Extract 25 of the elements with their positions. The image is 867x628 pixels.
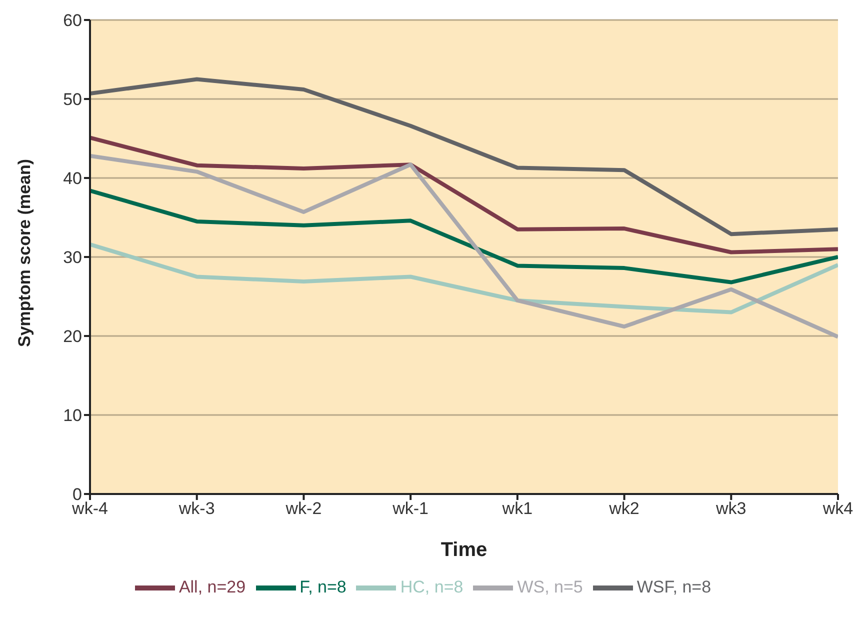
y-tick-label: 10 [63,406,82,426]
y-tick-label: 30 [63,248,82,268]
y-axis-title: Symptom score (mean) [15,159,34,347]
x-tick-label: wk4 [822,499,854,518]
x-tick-label: wk-3 [178,499,215,518]
line-series [90,136,838,254]
x-tick-label: wk1 [501,499,533,518]
legend-label: WSF, n=8 [636,577,712,596]
x-tick-label: wk-2 [284,499,322,518]
legend-label: F, n=8 [300,577,346,596]
x-tick-label: wk2 [608,499,640,518]
x-tick-label: wk3 [715,499,746,518]
legend-label: HC, n=8 [400,577,464,596]
x-tick-label: wk-1 [392,499,429,518]
line-series [90,188,838,284]
x-axis-title: Time [440,539,488,561]
line-series [90,154,838,339]
y-tick-label: 40 [63,169,82,188]
line-series [90,242,838,314]
y-tick-label: 50 [63,90,82,110]
y-tick-label: 60 [63,11,82,30]
legend-label: All, n=29 [178,577,246,596]
y-tick-label: 20 [63,327,82,346]
legend-label: WS, n=5 [517,577,583,596]
line-series [90,77,838,236]
